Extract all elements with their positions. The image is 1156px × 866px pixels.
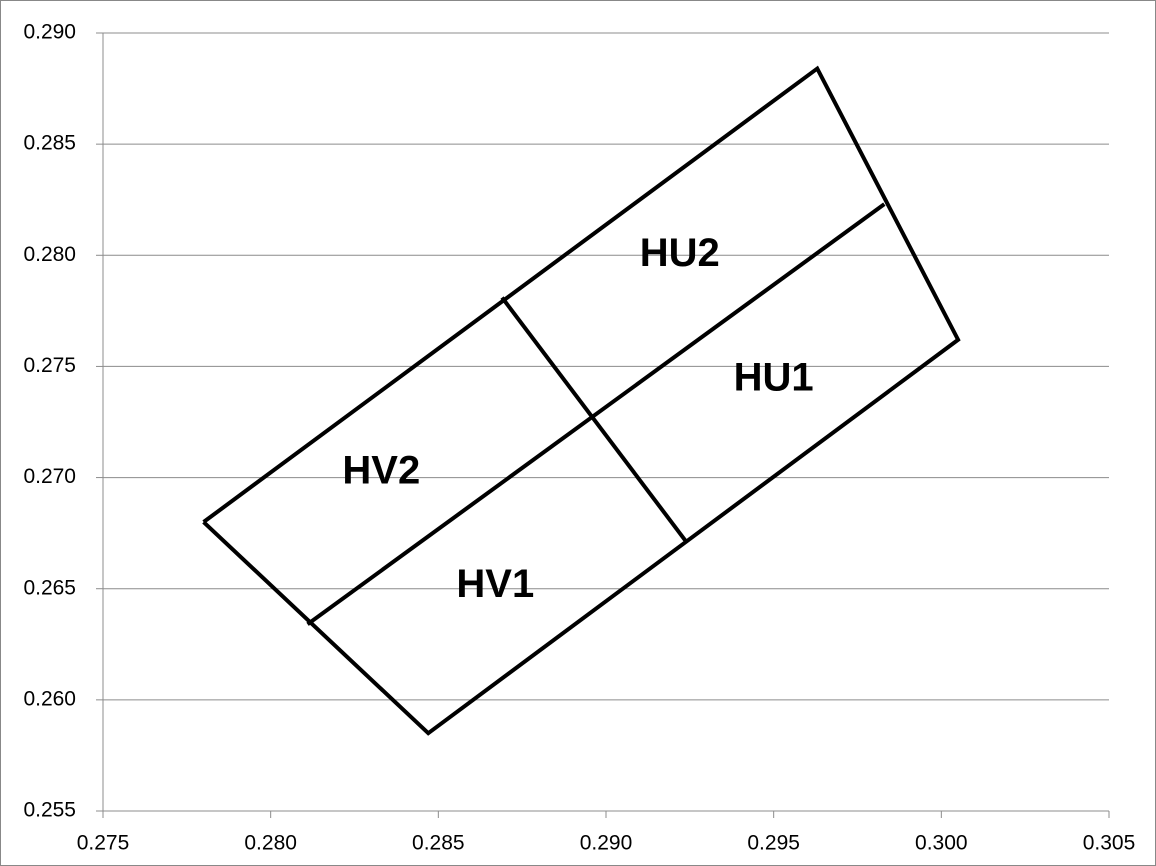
annotation: HV1 [456, 562, 534, 606]
y-tick-label: 0.260 [23, 687, 76, 710]
x-tick-label: 0.275 [77, 832, 130, 855]
x-tick-label: 0.300 [915, 832, 968, 855]
series-line [500, 296, 689, 544]
y-tick-label: 0.255 [23, 799, 76, 822]
x-tick-label: 0.285 [412, 832, 465, 855]
x-tick-label: 0.290 [580, 832, 633, 855]
series-line [202, 65, 961, 736]
x-tick-label: 0.280 [244, 832, 297, 855]
y-tick-label: 0.285 [23, 132, 76, 155]
y-tick-label: 0.275 [23, 354, 76, 377]
annotation: HU1 [734, 355, 814, 399]
series-line [306, 202, 886, 626]
y-tick-label: 0.270 [23, 465, 76, 488]
x-tick-label: 0.305 [1083, 832, 1136, 855]
y-tick-label: 0.265 [23, 576, 76, 599]
y-tick-label: 0.280 [23, 243, 76, 266]
annotation: HU2 [640, 231, 720, 275]
y-tick-label: 0.290 [23, 21, 76, 44]
annotation: HV2 [342, 449, 420, 493]
x-tick-label: 0.295 [747, 832, 800, 855]
